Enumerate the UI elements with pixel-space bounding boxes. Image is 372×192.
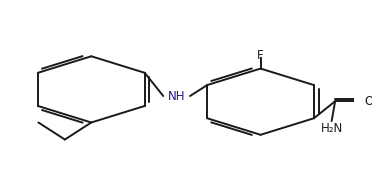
Text: F: F: [257, 49, 264, 62]
Text: H₂N: H₂N: [321, 122, 343, 135]
Text: NH: NH: [168, 89, 185, 103]
Text: O: O: [364, 95, 372, 108]
